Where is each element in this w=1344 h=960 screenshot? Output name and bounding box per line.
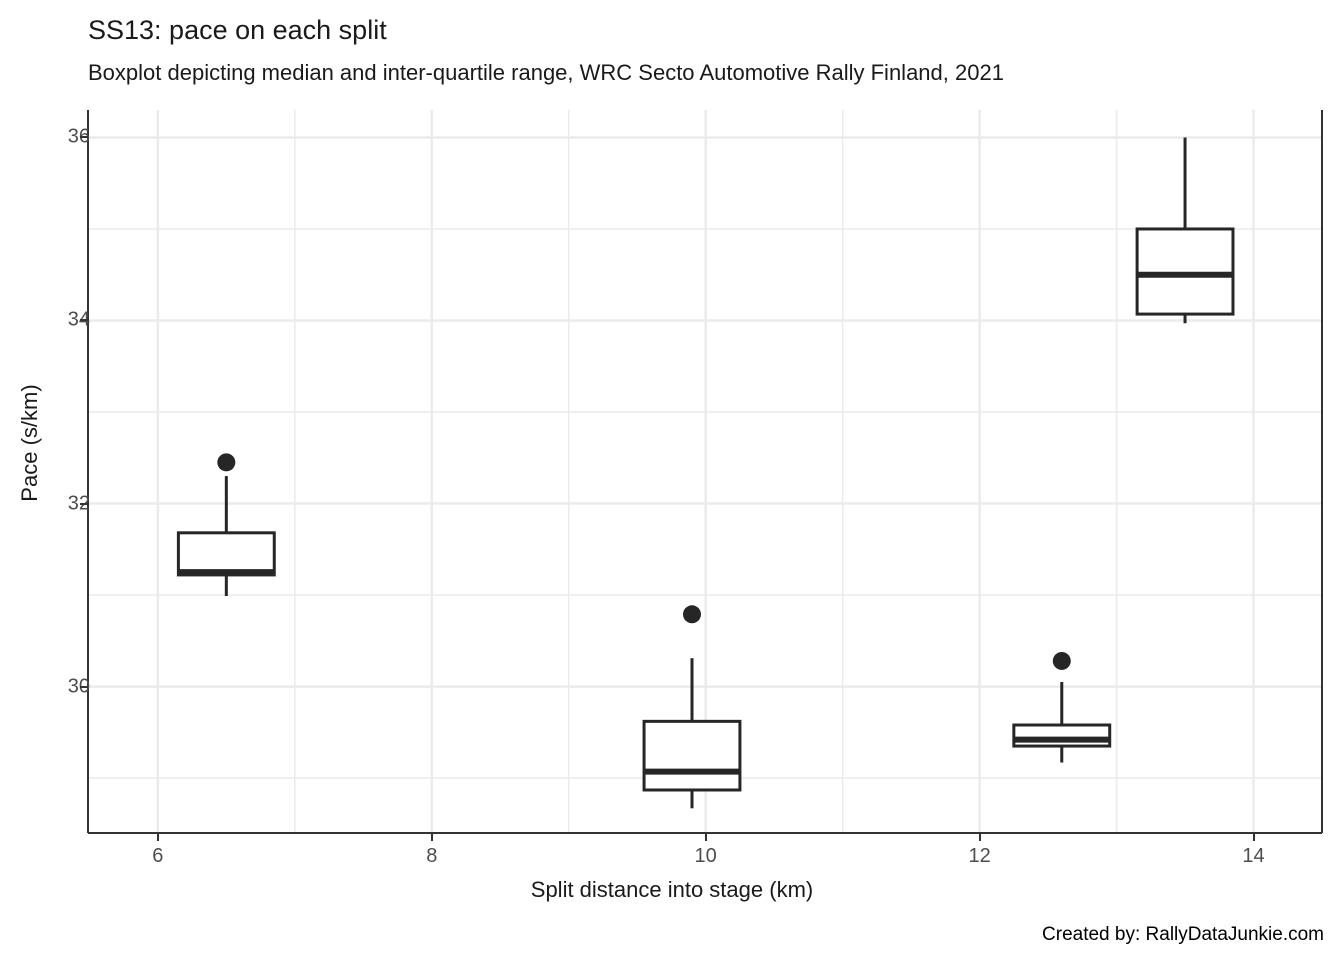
x-tick-label: 10 (694, 845, 717, 867)
x-tick-label: 8 (426, 845, 438, 867)
y-tick-label: 30 (67, 675, 90, 698)
y-axis-label: Pace (s/km) (17, 384, 42, 502)
y-tick-label: 32 (67, 492, 90, 515)
chart-subtitle: Boxplot depicting median and inter-quart… (88, 60, 1004, 85)
y-tick-label: 36 (67, 125, 90, 148)
x-tick-mark (978, 833, 981, 841)
x-tick-mark (156, 833, 159, 841)
box-split-1 (176, 531, 276, 577)
y-tick-mark (80, 319, 88, 322)
chart-caption: Created by: RallyDataJunkie.com (1042, 924, 1324, 945)
box-split-3 (1012, 723, 1112, 748)
outlier-point-split-1 (217, 453, 236, 472)
chart-title: SS13: pace on each split (88, 15, 387, 45)
x-tick-label: 6 (152, 845, 164, 867)
x-tick-mark (430, 833, 433, 841)
y-tick-mark (80, 502, 88, 505)
x-tick-label: 14 (1242, 845, 1265, 867)
x-tick-label: 12 (968, 845, 991, 867)
outlier-point-split-3 (1052, 651, 1071, 670)
y-tick-label: 34 (67, 308, 90, 331)
outlier-point-split-2 (682, 605, 701, 624)
y-tick-mark (80, 136, 88, 139)
x-tick-mark (704, 833, 707, 841)
y-tick-mark (80, 685, 88, 688)
box-split-4 (1135, 227, 1235, 316)
x-tick-mark (1252, 833, 1255, 841)
x-axis-label: Split distance into stage (km) (530, 877, 814, 902)
box-split-2 (642, 719, 742, 792)
